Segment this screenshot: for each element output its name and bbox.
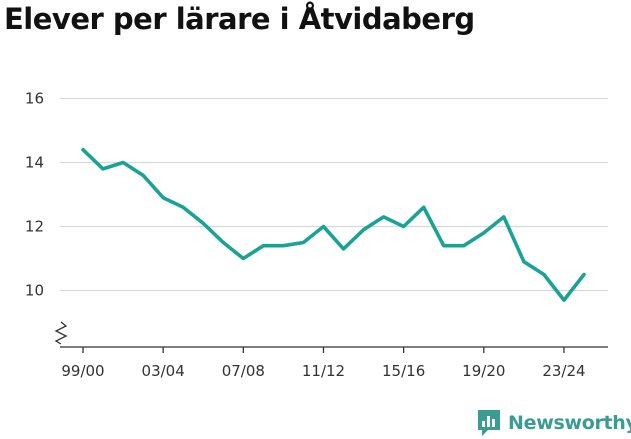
x-axis: 99/00 03/04 07/08 11/12 15/16 19/20 23/24: [60, 346, 608, 380]
y-tick-label: 14: [25, 154, 44, 172]
newsworthy-logo-icon: [478, 410, 500, 436]
x-tick-label: 99/00: [61, 362, 104, 380]
brand-name: Newsworthy: [508, 412, 631, 434]
axis-break-mark: [54, 321, 68, 345]
chart-title: Elever per lärare i Åtvidaberg: [4, 2, 475, 36]
series-layer: [81, 147, 586, 302]
x-tick-label: 07/08: [222, 362, 265, 380]
axis-break-icon: [54, 321, 68, 345]
y-axis: 10 12 14 16: [25, 90, 44, 300]
y-tick-label: 10: [25, 282, 44, 300]
series-line: [81, 147, 586, 302]
newsworthy-logo: Newsworthy: [476, 408, 631, 438]
x-tick-label: 23/24: [542, 362, 585, 380]
gridlines: [60, 97, 608, 292]
y-tick-label: 16: [25, 90, 44, 108]
x-tick-label: 03/04: [142, 362, 185, 380]
y-tick-label: 12: [25, 218, 44, 236]
x-tick-label: 11/12: [302, 362, 345, 380]
x-tick-label: 15/16: [382, 362, 425, 380]
x-tick-label: 19/20: [462, 362, 505, 380]
